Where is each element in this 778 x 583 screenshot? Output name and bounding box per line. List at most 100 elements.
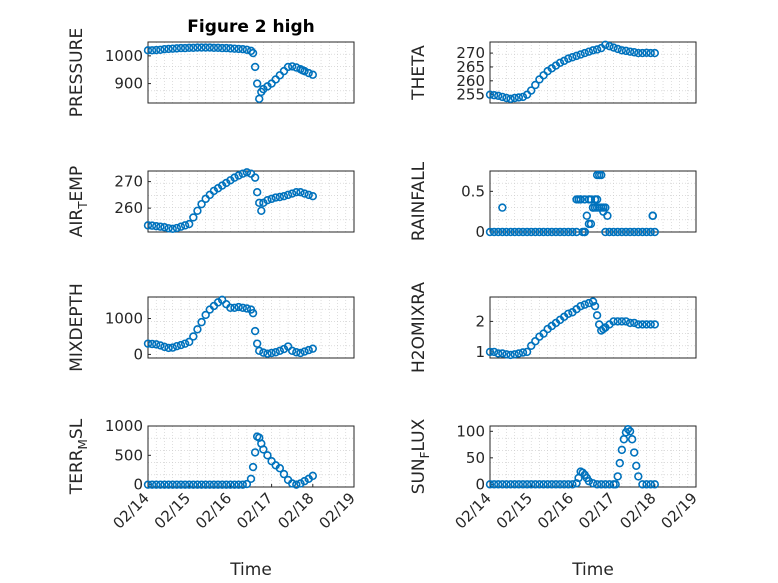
- x-tick-label: 02/18: [616, 489, 659, 532]
- data-point: [634, 48, 643, 58]
- data-point: [185, 43, 194, 53]
- data-point: [238, 480, 247, 489]
- data-point: [300, 347, 309, 356]
- y-tick-label: 0: [133, 476, 143, 494]
- data-point: [257, 206, 266, 215]
- y-tick-label: 500: [114, 446, 143, 464]
- data-point: [143, 221, 153, 230]
- data-point: [559, 227, 569, 237]
- y-axis-label: PRESSURE: [67, 28, 87, 117]
- x-tick-label: 02/14: [452, 489, 495, 532]
- data-point: [592, 45, 602, 54]
- data-point: [621, 317, 631, 326]
- data-point: [168, 480, 177, 489]
- x-tick-label: 02/15: [493, 489, 536, 532]
- data-point: [634, 227, 643, 237]
- data-point: [180, 43, 190, 53]
- data-point: [580, 300, 589, 309]
- data-point: [506, 350, 515, 360]
- data-point: [522, 347, 532, 357]
- data-point: [160, 45, 169, 54]
- data-point: [250, 448, 260, 457]
- data-point: [506, 94, 515, 104]
- data-point: [292, 480, 301, 489]
- data-point: [623, 424, 633, 434]
- data-point: [168, 343, 177, 352]
- y-tick-label: 0: [475, 223, 485, 241]
- y-tick-label: 255: [456, 86, 485, 104]
- data-point: [489, 91, 499, 100]
- data-point: [267, 194, 276, 204]
- data-point: [588, 46, 598, 55]
- data-point: [498, 480, 507, 489]
- data-point: [156, 480, 165, 489]
- y-tick-label: 265: [456, 58, 485, 76]
- data-point: [248, 308, 258, 318]
- data-point: [147, 46, 157, 55]
- data-point: [601, 203, 610, 212]
- data-point: [531, 227, 540, 237]
- data-point: [601, 40, 610, 49]
- data-point: [559, 480, 569, 489]
- data-point: [584, 47, 594, 56]
- data-point: [592, 203, 602, 212]
- data-point: [263, 195, 272, 205]
- data-point: [255, 346, 264, 356]
- data-point: [238, 45, 247, 54]
- data-point: [485, 90, 495, 99]
- data-point: [168, 224, 177, 234]
- data-point: [259, 348, 268, 357]
- y-tick-label: 2: [475, 312, 485, 330]
- data-point: [510, 227, 519, 237]
- subplot-1: 900 1000 PRESSURE Figure 2 high: [67, 17, 355, 117]
- data-point: [582, 211, 592, 220]
- data-point: [230, 480, 239, 489]
- data-point: [304, 190, 313, 200]
- data-point: [617, 46, 627, 55]
- data-point: [164, 44, 173, 54]
- data-point: [193, 43, 202, 52]
- data-point: [502, 350, 511, 359]
- data-point: [485, 480, 495, 489]
- data-point: [642, 480, 651, 489]
- y-tick-label: 1000: [105, 417, 143, 435]
- data-point: [646, 480, 655, 489]
- data-point: [152, 480, 161, 489]
- data-point: [271, 348, 280, 357]
- data-point: [518, 227, 528, 237]
- data-point: [578, 468, 587, 477]
- data-point: [489, 480, 499, 489]
- data-point: [292, 188, 301, 197]
- data-point: [152, 45, 161, 55]
- data-point: [213, 480, 223, 489]
- data-point: [308, 70, 317, 79]
- data-point: [263, 349, 272, 358]
- subplot-3: 260 270 AIRTEMP: [67, 166, 355, 237]
- axes-frame: [147, 425, 355, 488]
- data-point: [543, 227, 552, 237]
- data-point: [226, 303, 235, 312]
- data-point: [197, 199, 206, 209]
- data-point: [609, 227, 618, 237]
- data-point: [617, 445, 627, 455]
- data-point: [180, 480, 190, 489]
- data-point: [634, 472, 643, 481]
- data-point: [597, 203, 606, 212]
- y-tick-label: 1000: [105, 310, 143, 328]
- data-point: [263, 451, 272, 460]
- data-point: [514, 480, 524, 489]
- y-tick-label: 1: [475, 343, 485, 361]
- data-point: [238, 303, 247, 312]
- data-point: [572, 195, 581, 204]
- data-point: [176, 480, 186, 489]
- y-tick-label: 100: [456, 422, 485, 440]
- data-point: [304, 68, 313, 78]
- axes-frame: [147, 296, 355, 359]
- data-point: [259, 445, 268, 454]
- plot-area: [148, 171, 354, 232]
- x-tick-label: 02/17: [233, 489, 276, 532]
- chart-title: Figure 2 high: [187, 17, 315, 37]
- data-point: [498, 203, 507, 212]
- data-point: [172, 44, 182, 53]
